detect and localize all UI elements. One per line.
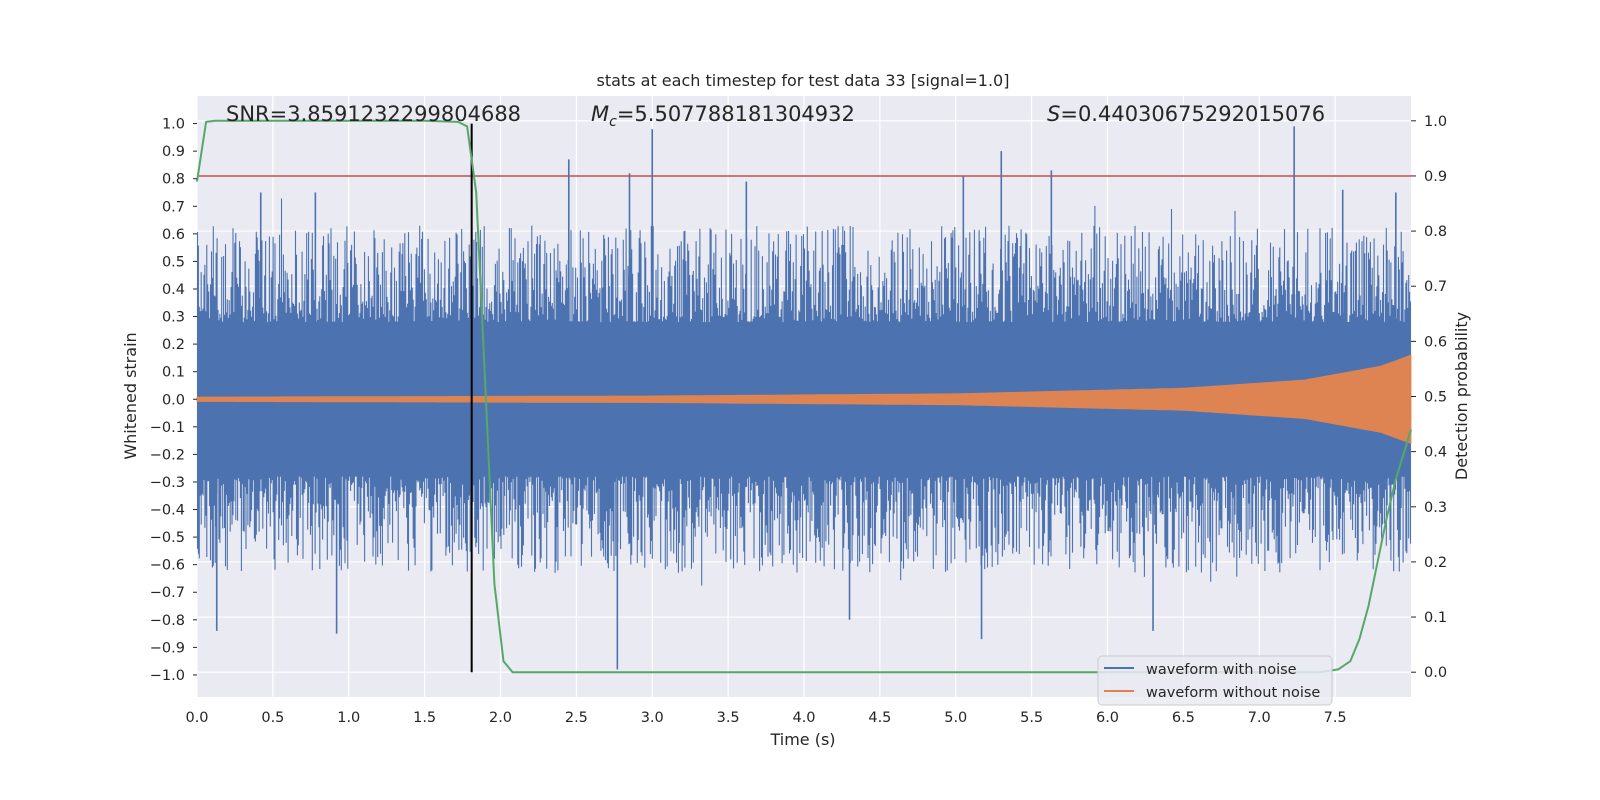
markers	[197, 123, 1411, 673]
y-axis-ticks: 1.0 0.9 0.8 0.7 0.6 0.5 0.4 0.3 0.2 0.1 0.0 −0.1 −0.…	[150, 117, 197, 684]
mc-subscript: c	[609, 114, 617, 130]
legend: waveform with noise waveform without noi…	[1097, 655, 1333, 706]
y2-tick-label: 0.8	[1424, 224, 1447, 240]
s-annotation: S=0.44030675292015076	[1047, 102, 1325, 126]
y2-tick-label: 0.9	[1424, 169, 1447, 185]
x-tick-label: 3.0	[641, 710, 664, 726]
x-tick-label: 7.5	[1324, 710, 1347, 726]
y-tick-label: −0.7	[150, 585, 185, 601]
x-tick-label: 4.0	[792, 710, 815, 726]
y-tick-label: −0.1	[150, 420, 185, 436]
y-tick-label: 0.3	[162, 310, 185, 326]
clean-envelope	[196, 354, 1412, 444]
mc-annotation: Mc=5.507788181304932	[591, 102, 855, 130]
x-tick-label: 0.0	[185, 710, 208, 726]
y-tick-label: −0.9	[150, 640, 185, 656]
legend-label-noise: waveform with noise	[1146, 662, 1297, 678]
y-tick-label: −0.6	[150, 558, 185, 574]
y-tick-label: −0.2	[150, 447, 185, 463]
x-tick-label: 2.5	[565, 710, 588, 726]
x-tick-label: 6.0	[1096, 710, 1119, 726]
x-tick-label: 5.5	[1020, 710, 1043, 726]
s-symbol: S	[1047, 102, 1060, 126]
y-tick-label: −0.5	[150, 530, 185, 546]
y2-tick-label: 1.0	[1424, 114, 1447, 130]
y2-tick-label: 0.3	[1424, 500, 1447, 516]
x-tick-label: 1.5	[413, 710, 436, 726]
y2-tick-label: 0.5	[1424, 390, 1447, 406]
y-tick-label: 0.7	[162, 199, 185, 215]
y-tick-label: 0.4	[162, 282, 185, 298]
x-axis-label: Time (s)	[769, 730, 835, 749]
y-tick-label: 0.5	[162, 254, 185, 270]
y-tick-label: 1.0	[162, 117, 185, 133]
snr-annotation: SNR=3.8591232299804688	[226, 102, 521, 126]
y-tick-label: −0.8	[150, 613, 185, 629]
x-tick-label: 6.5	[1172, 710, 1195, 726]
x-tick-label: 5.0	[944, 710, 967, 726]
y-tick-label: 0.6	[162, 227, 185, 243]
y-tick-label: 0.1	[162, 365, 185, 381]
x-tick-label: 3.5	[717, 710, 740, 726]
mc-symbol: M	[591, 102, 609, 126]
y2-tick-label: 0.0	[1424, 665, 1447, 681]
y2-tick-label: 0.6	[1424, 334, 1447, 350]
y-tick-label: 0.9	[162, 144, 185, 160]
y-tick-label: 0.0	[162, 392, 185, 408]
y-tick-label: −0.4	[150, 503, 185, 519]
y2-axis-label: Detection probability	[1452, 312, 1471, 480]
y-tick-label: 0.2	[162, 337, 185, 353]
probability-line	[196, 119, 1412, 674]
x-tick-label: 7.0	[1248, 710, 1271, 726]
series-waveform-without-noise	[196, 354, 1412, 444]
y2-tick-label: 0.7	[1424, 279, 1447, 295]
legend-box	[1097, 655, 1333, 706]
y2-axis-ticks: 1.0 0.9 0.8 0.7 0.6 0.5 0.4 0.3 0.2 0.1 0.0	[1411, 114, 1447, 681]
mc-value: =5.507788181304932	[617, 102, 855, 126]
x-tick-label: 1.0	[337, 710, 360, 726]
y-tick-label: −0.3	[150, 475, 185, 491]
x-tick-label: 4.5	[868, 710, 891, 726]
y-tick-label: 0.8	[162, 172, 185, 188]
x-tick-label: 0.5	[261, 710, 284, 726]
x-tick-label: 2.0	[489, 710, 512, 726]
s-value: =0.44030675292015076	[1060, 102, 1325, 126]
y2-tick-label: 0.2	[1424, 555, 1447, 571]
legend-label-clean: waveform without noise	[1146, 685, 1320, 701]
chart-title: stats at each timestep for test data 33 …	[597, 71, 1010, 90]
series-detection-probability	[196, 119, 1412, 674]
x-axis-ticks: 0.0 0.5 1.0 1.5 2.0 2.5 3.0 3.5 4.0 4.5 5.0 5.5 6.0 6…	[185, 710, 1346, 726]
y-axis-label: Whitened strain	[121, 332, 140, 459]
y-tick-label: −1.0	[150, 668, 185, 684]
y2-tick-label: 0.4	[1424, 445, 1447, 461]
y2-tick-label: 0.1	[1424, 610, 1447, 626]
